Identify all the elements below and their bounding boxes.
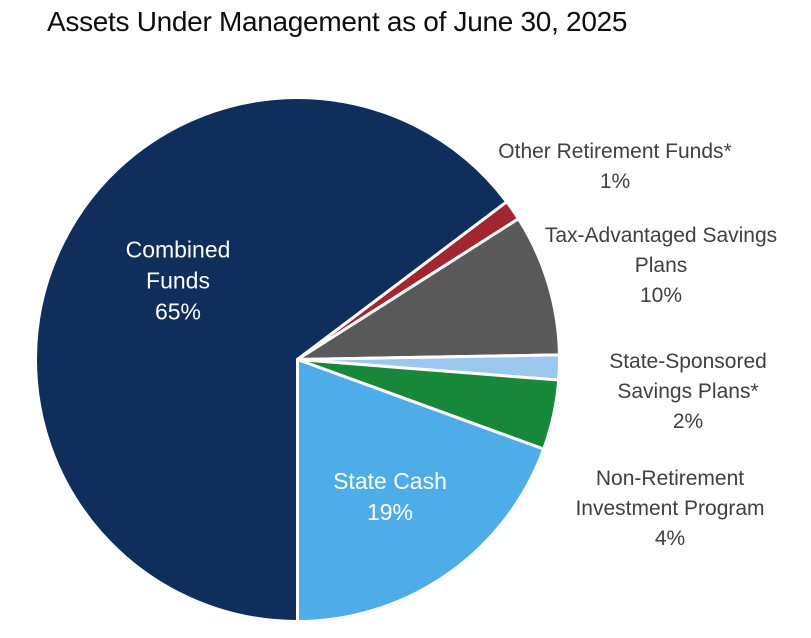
pie-slice-combined xyxy=(34,96,509,623)
pie-slice-tax_advantaged xyxy=(296,217,561,361)
slice-label-other-retirement-funds: Other Retirement Funds* 1% xyxy=(498,137,731,197)
slice-label-line: Funds xyxy=(146,267,210,294)
slice-value: 1% xyxy=(599,170,631,193)
slice-label-state-sponsored-savings-plans: State-Sponsored Savings Plans* 2% xyxy=(609,347,767,437)
slice-label-line: Non-Retirement xyxy=(595,467,745,490)
slice-label-line: Investment Program xyxy=(575,497,765,520)
slice-label-combined-funds: Combined Funds 65% xyxy=(126,235,231,328)
slice-value: 4% xyxy=(654,527,686,550)
slice-label-line: Plans xyxy=(634,254,688,277)
slice-value: 10% xyxy=(639,284,683,307)
slice-value: 2% xyxy=(672,410,704,433)
slice-label-line: Savings Plans* xyxy=(617,380,759,403)
slice-label-line: State-Sponsored xyxy=(609,350,767,373)
slice-value: 19% xyxy=(366,499,414,525)
slice-label-line: Tax-Advantaged Savings xyxy=(544,224,778,247)
slice-label-line: Combined xyxy=(125,236,231,263)
slice-label-line: State Cash xyxy=(333,468,447,494)
slice-label-tax-advantaged-savings-plans: Tax-Advantaged Savings Plans 10% xyxy=(545,221,777,311)
chart-title: Assets Under Management as of June 30, 2… xyxy=(47,6,628,37)
slice-label-line: Other Retirement Funds* xyxy=(498,140,732,163)
pie-slice-state_cash xyxy=(296,358,546,623)
slice-value: 65% xyxy=(154,298,202,325)
slice-label-non-retirement-investment-program: Non-Retirement Investment Program 4% xyxy=(575,464,764,554)
slice-label-state-cash: State Cash 19% xyxy=(333,466,447,528)
